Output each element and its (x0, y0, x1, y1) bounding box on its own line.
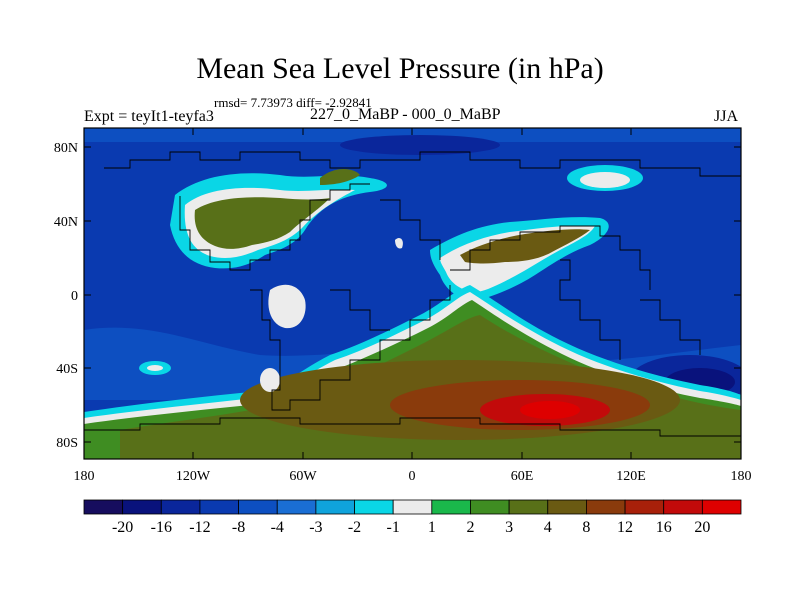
colorbar-label: 3 (505, 519, 514, 536)
colorbar-box (624, 499, 665, 515)
south-pacific-patch-core (147, 365, 163, 371)
lon-label-60e: 60E (511, 469, 534, 484)
tropical-neutral-west (268, 284, 306, 329)
colorbar-label: -8 (231, 519, 246, 536)
colorbar-box (431, 499, 471, 515)
lon-label-180e: 180 (731, 469, 752, 484)
lat-labels: 80N 40N 0 40S 80S (54, 141, 78, 451)
arctic-high-core (580, 172, 630, 188)
colorbar-label: 4 (543, 519, 552, 536)
stats-label: rmsd= 7.73973 diff= -2.92841 (214, 95, 372, 110)
colorbar-box (663, 499, 703, 515)
colorbar-box (83, 499, 124, 515)
colorbar-box (238, 499, 278, 515)
colorbar-label: -1 (386, 519, 400, 536)
lat-tick-marks (84, 146, 741, 443)
lon-labels: 180 120W 60W 0 60E 120E 180 (74, 469, 752, 484)
colorbar-box (470, 499, 510, 515)
lon-label-60w: 60W (289, 469, 317, 484)
chart-title: Mean Sea Level Pressure (in hPa) (196, 52, 604, 85)
colorbar-label: 2 (466, 519, 475, 536)
colorbar-label: 1 (427, 519, 436, 536)
colorbar-box (315, 499, 355, 515)
colorbar-box (160, 499, 201, 515)
nw-continent-high (194, 197, 330, 249)
colorbar-box (392, 499, 433, 515)
colorbar-label: -4 (270, 519, 284, 536)
season-label: JJA (714, 108, 739, 125)
colorbar-label: 12 (617, 519, 634, 536)
colorbar-label: 16 (655, 519, 672, 536)
southern-neutral-patch (260, 368, 280, 392)
ne-continent-high (460, 229, 590, 264)
lat-label-0: 0 (71, 289, 78, 304)
colorbar-label: -20 (111, 519, 134, 536)
experiment-label: Expt = teyIt1-teyfa3 (84, 108, 214, 125)
period-label: 227_0_MaBP - 000_0_MaBP (310, 106, 501, 123)
lon-label-120w: 120W (176, 469, 211, 484)
southern-high-peak (520, 401, 580, 419)
pressure-field (84, 128, 741, 459)
colorbar-label: -12 (189, 519, 211, 536)
colorbar (83, 499, 742, 515)
colorbar-label: 8 (582, 519, 591, 536)
colorbar-box (547, 499, 587, 515)
colorbar-box (276, 499, 317, 515)
colorbar-label: -16 (150, 519, 172, 536)
arctic-low (340, 135, 500, 155)
colorbar-box (199, 499, 239, 515)
colorbar-box (354, 499, 394, 515)
colorbar-box (701, 499, 742, 515)
colorbar-box (122, 499, 162, 515)
lat-label-40s: 40S (56, 362, 78, 377)
lon-tick-marks (83, 128, 742, 459)
lon-label-0: 0 (409, 469, 416, 484)
colorbar-label: -2 (347, 519, 362, 536)
greenland-high (320, 169, 360, 185)
lon-label-120e: 120E (616, 469, 646, 484)
lat-label-80s: 80S (56, 436, 78, 451)
lat-label-40n: 40N (54, 215, 78, 230)
colorbar-label: -3 (309, 519, 323, 536)
tropical-neutral-center (395, 237, 403, 249)
lon-label-180w: 180 (74, 469, 95, 484)
lat-label-80n: 80N (54, 141, 78, 156)
colorbar-box (586, 499, 626, 515)
coastlines (84, 151, 741, 437)
colorbar-box (508, 499, 549, 515)
colorbar-label: 20 (694, 519, 711, 536)
